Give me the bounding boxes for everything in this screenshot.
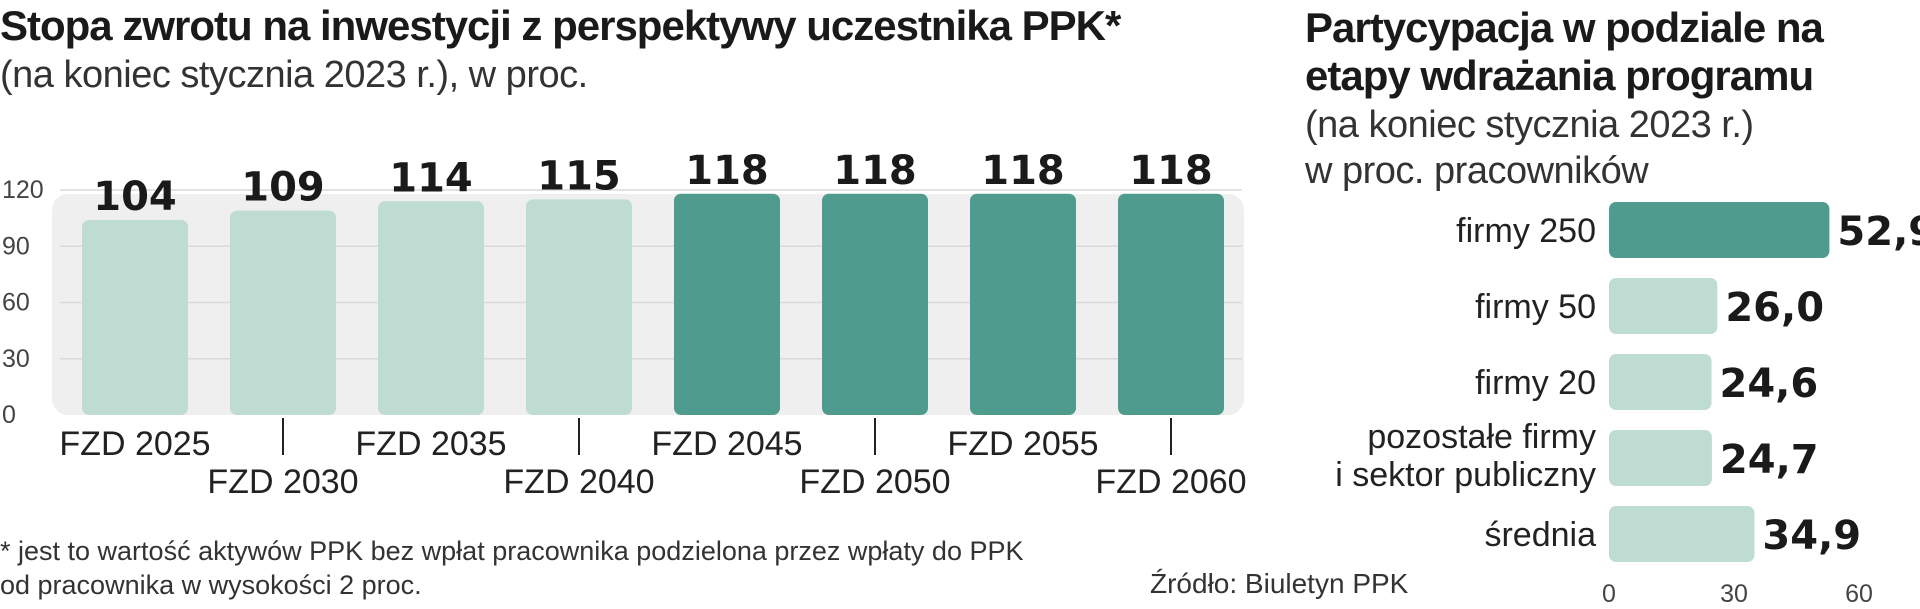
y-tick-label: 0 <box>2 401 16 429</box>
left-chart-title: Stopa zwrotu na inwestycji z perspektywy… <box>0 2 1121 49</box>
hbar <box>1609 278 1718 334</box>
x-tick-label: 0 <box>1602 580 1616 608</box>
category-label: FZD 2060 <box>1095 463 1246 501</box>
bar-value-label: 118 <box>1129 148 1213 194</box>
y-tick-label: 120 <box>2 176 44 204</box>
category-label: FZD 2025 <box>59 425 210 463</box>
hbar-value-label: 26,0 <box>1725 285 1824 331</box>
hbar-value-label: 24,6 <box>1720 361 1819 407</box>
bar <box>674 193 780 415</box>
hbar <box>1609 506 1755 562</box>
hbar-value-label: 34,9 <box>1762 513 1861 559</box>
plot-area <box>52 194 1244 415</box>
footnote-line1: * jest to wartość aktywów PPK bez wpłat … <box>0 536 1024 566</box>
bar <box>526 199 632 415</box>
bar <box>82 220 188 415</box>
hbar <box>1609 354 1712 410</box>
x-tick-label: 30 <box>1720 580 1748 608</box>
source-note: Źródło: Biuletyn PPK <box>1150 568 1409 599</box>
right-chart-title-line2: etapy wdrażania programu <box>1305 52 1814 99</box>
y-tick-label: 90 <box>2 232 30 260</box>
hbar-value-label: 52,9 <box>1837 209 1920 255</box>
y-tick-label: 30 <box>2 345 30 373</box>
bar-value-label: 114 <box>389 155 473 201</box>
hbar-category-label: pozostałe firmy <box>1367 418 1596 456</box>
bar <box>1118 193 1224 415</box>
bar <box>230 210 336 415</box>
hbar <box>1609 202 1830 258</box>
bar-value-label: 109 <box>241 165 325 211</box>
bar-value-label: 104 <box>93 174 177 220</box>
hbar-category-label: i sektor publiczny <box>1335 456 1596 494</box>
left-chart-subtitle: (na koniec stycznia 2023 r.), w proc. <box>0 54 588 96</box>
right-chart-subtitle-line1: (na koniec stycznia 2023 r.) <box>1305 104 1754 146</box>
bar <box>970 193 1076 415</box>
hbar-category-label: firmy 250 <box>1456 212 1596 250</box>
y-tick-label: 60 <box>2 289 30 317</box>
hbar-category-label: średnia <box>1484 516 1596 554</box>
right-chart-subtitle-line2: w proc. pracowników <box>1305 150 1649 192</box>
bar <box>378 201 484 415</box>
category-label: FZD 2045 <box>651 425 802 463</box>
bar-value-label: 118 <box>981 148 1065 194</box>
category-label: FZD 2055 <box>947 425 1098 463</box>
category-label: FZD 2040 <box>503 463 654 501</box>
category-label: FZD 2050 <box>799 463 950 501</box>
hbar-value-label: 24,7 <box>1720 437 1819 483</box>
bar <box>822 193 928 415</box>
hbar <box>1609 430 1712 486</box>
hbar-category-label: firmy 50 <box>1475 288 1596 326</box>
footnote-line2: od pracownika w wysokości 2 proc. <box>0 570 422 600</box>
x-tick-label: 60 <box>1845 580 1873 608</box>
bar-value-label: 118 <box>833 148 917 194</box>
right-chart-title-line1: Partycypacja w podziale na <box>1305 4 1824 51</box>
category-label: FZD 2035 <box>355 425 506 463</box>
bar-value-label: 118 <box>685 148 769 194</box>
bar-value-label: 115 <box>537 153 621 199</box>
hbar-category-label: firmy 20 <box>1475 364 1596 402</box>
category-label: FZD 2030 <box>207 463 358 501</box>
